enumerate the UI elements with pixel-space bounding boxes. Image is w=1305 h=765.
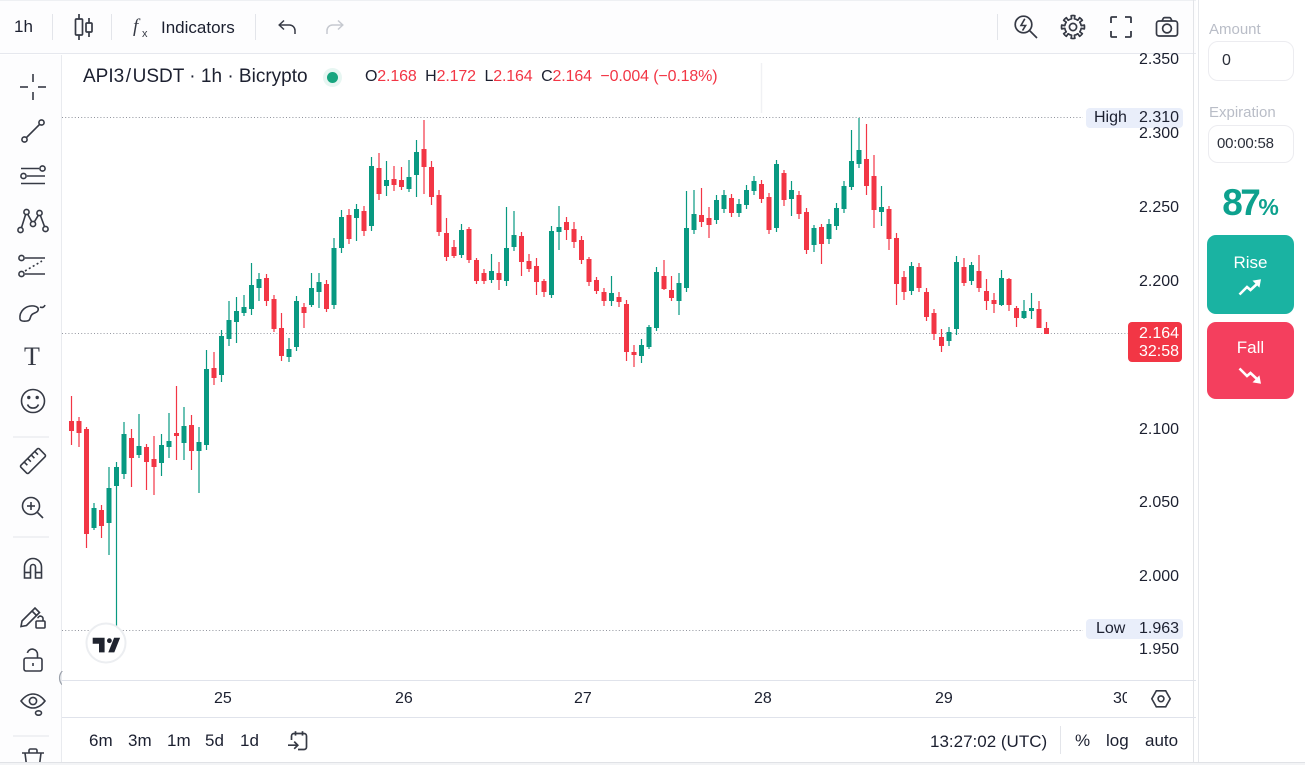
svg-text:f: f — [133, 16, 141, 37]
svg-text:x: x — [142, 28, 148, 40]
svg-text:T: T — [24, 342, 40, 371]
